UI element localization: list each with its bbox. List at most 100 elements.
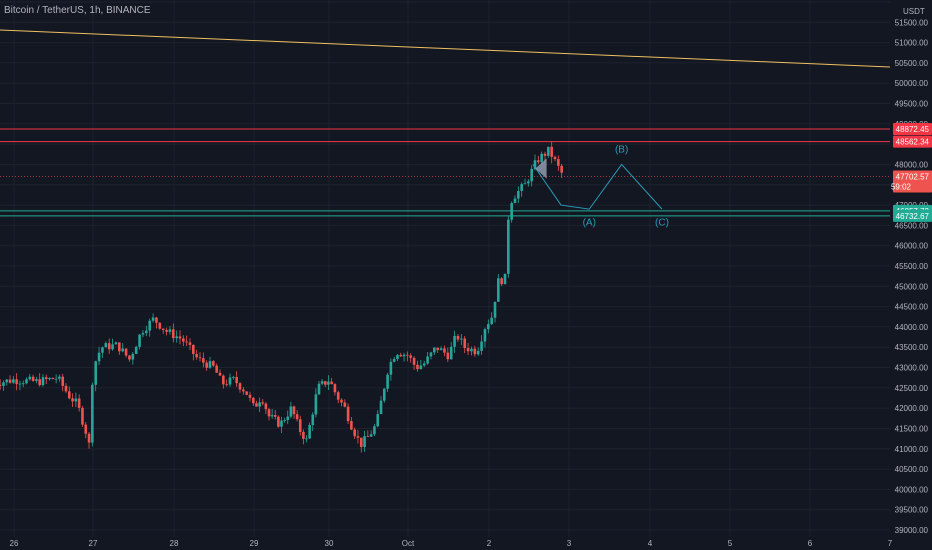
last-price-badge xyxy=(893,170,932,193)
candle-body xyxy=(101,347,104,353)
time-tick-label: 28 xyxy=(170,539,179,548)
time-tick-label: 27 xyxy=(89,539,98,548)
candle-body xyxy=(396,354,399,360)
candle-body xyxy=(359,437,363,448)
candle-body xyxy=(232,376,235,378)
candle-body xyxy=(547,146,550,156)
candle-body xyxy=(15,379,18,384)
candle-body xyxy=(280,420,283,427)
candle-body xyxy=(330,381,333,385)
candle-body xyxy=(456,335,460,340)
candle-body xyxy=(225,384,228,386)
last-price-label: 47702.57 xyxy=(896,173,930,182)
candle-body xyxy=(540,153,543,163)
price-tick-label: 43000.00 xyxy=(895,364,929,373)
candle-body xyxy=(463,338,466,348)
candle-body xyxy=(533,160,537,169)
candle-body xyxy=(124,348,128,356)
candle-body xyxy=(543,153,547,156)
candle-body xyxy=(510,203,513,220)
candle-body xyxy=(449,346,453,360)
candle-body xyxy=(466,347,470,352)
candle-body xyxy=(513,198,517,204)
time-tick-label: 29 xyxy=(250,539,259,548)
candle-body xyxy=(308,424,311,439)
candle-body xyxy=(61,376,65,386)
candle-body xyxy=(51,377,55,380)
candle-body xyxy=(473,348,477,355)
candle-body xyxy=(443,348,446,353)
candle-body xyxy=(433,347,436,353)
candle-body xyxy=(248,394,252,398)
candle-body xyxy=(560,165,563,173)
candle-body xyxy=(311,414,315,425)
candle-body xyxy=(261,402,265,404)
candle-body xyxy=(363,436,366,448)
time-tick-label: 3 xyxy=(567,539,572,548)
candle-body xyxy=(121,348,124,352)
price-tick-label: 46500.00 xyxy=(895,221,929,230)
wave-label: (A) xyxy=(583,217,596,228)
candle-body xyxy=(537,160,540,163)
currency-label: USDT xyxy=(903,7,925,16)
candle-body xyxy=(327,381,330,385)
candle-body xyxy=(71,398,74,402)
time-tick-label: 30 xyxy=(325,539,334,548)
candle-body xyxy=(369,434,373,437)
candle-body xyxy=(419,365,423,370)
trendline-segment xyxy=(0,29,891,68)
candle-body xyxy=(550,146,553,157)
price-tick-label: 41000.00 xyxy=(895,445,929,454)
candle-body xyxy=(41,377,45,386)
candle-body xyxy=(178,336,182,339)
abc-pattern-line xyxy=(532,163,663,210)
candle-body xyxy=(2,382,5,386)
candle-body xyxy=(527,181,530,184)
candle-body xyxy=(44,377,48,380)
candle-body xyxy=(258,402,261,407)
abc-projection: (A) (B) (C) xyxy=(532,144,669,228)
candle-body xyxy=(188,342,192,345)
resistance-price-badge xyxy=(893,123,932,136)
candle-body xyxy=(111,344,114,350)
candle-body xyxy=(252,397,255,404)
candle-body xyxy=(77,398,81,408)
candle-body xyxy=(68,391,71,399)
candle-body xyxy=(161,328,165,331)
candle-body xyxy=(317,383,321,395)
candle-body xyxy=(97,352,101,362)
price-tick-label: 51000.00 xyxy=(895,39,929,48)
candle-body xyxy=(84,424,88,434)
candle-body xyxy=(114,342,118,345)
price-tick-label: 49500.00 xyxy=(895,100,929,109)
level-price-label: 48872.45 xyxy=(896,125,930,134)
candle-body xyxy=(500,278,503,285)
candle-body xyxy=(31,376,35,381)
wave-label: (C) xyxy=(655,217,669,228)
candle-body xyxy=(289,406,293,417)
candle-body xyxy=(238,383,242,390)
price-tick-label: 39500.00 xyxy=(895,506,929,515)
candle-body xyxy=(323,381,327,385)
candle-body xyxy=(205,362,208,368)
candle-body xyxy=(487,324,490,330)
candle-body xyxy=(87,433,91,443)
candle-body xyxy=(470,348,473,352)
candle-body xyxy=(8,379,12,383)
candle-body xyxy=(172,329,175,339)
candle-body xyxy=(273,415,277,417)
time-tick-label: 6 xyxy=(808,539,813,548)
time-tick-label: 2 xyxy=(487,539,492,548)
candle-body xyxy=(235,376,238,384)
candle-body xyxy=(343,402,347,407)
candle-body xyxy=(91,384,94,443)
candle-body xyxy=(314,394,318,415)
candle-body xyxy=(12,379,15,383)
candle-body xyxy=(198,357,202,359)
candle-body xyxy=(168,329,172,332)
candle-body xyxy=(480,341,483,351)
candle-body xyxy=(131,353,135,360)
candlestick-series xyxy=(0,141,563,453)
price-tick-label: 39000.00 xyxy=(895,526,929,535)
